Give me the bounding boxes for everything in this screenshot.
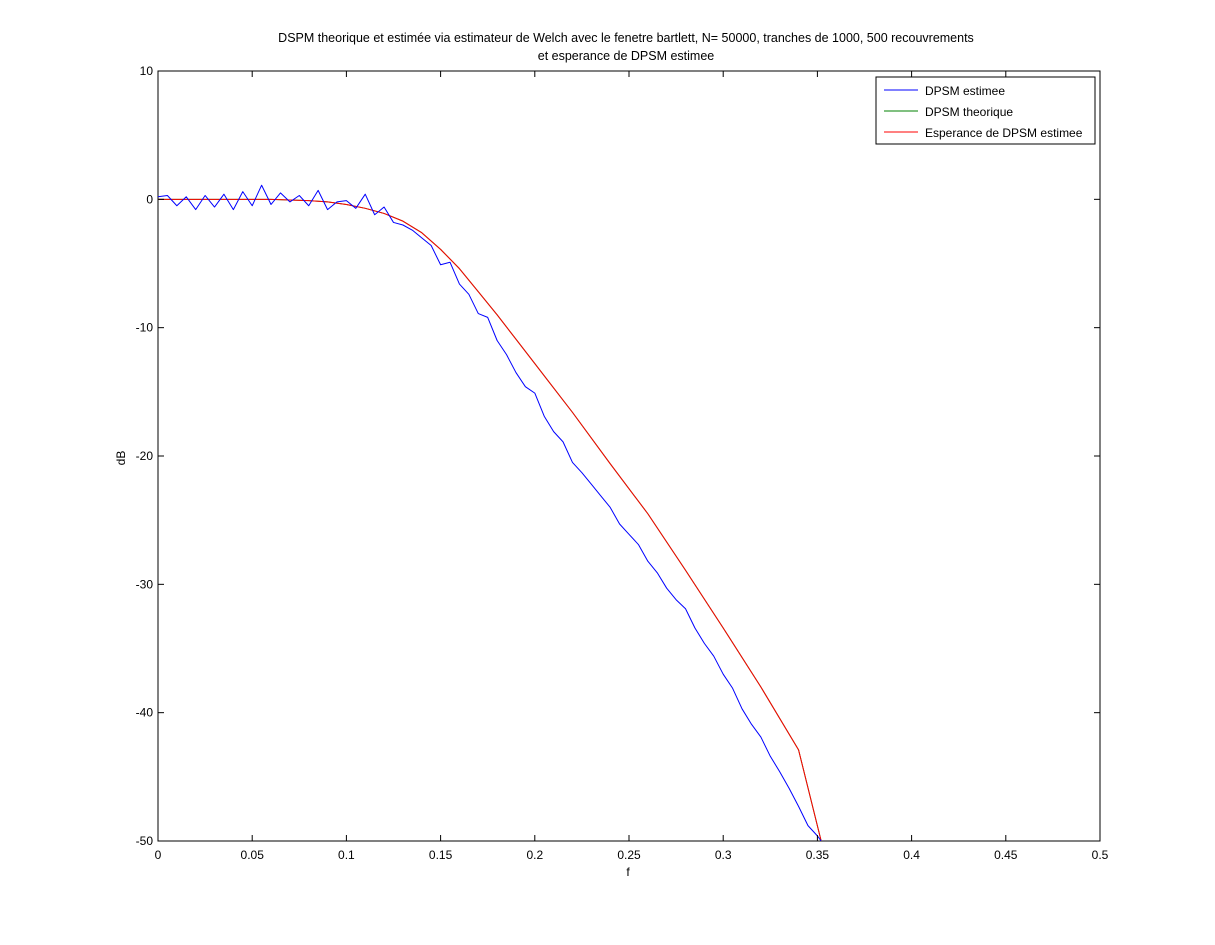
- x-tick-label: 0.2: [526, 848, 543, 862]
- y-axis: 10 0 -10 -20 -30 -40 -50: [136, 64, 1100, 848]
- y-tick-label: -40: [136, 706, 154, 720]
- x-tick-label: 0.15: [429, 848, 453, 862]
- legend-label-esperance: Esperance de DPSM estimee: [925, 126, 1083, 140]
- x-tick-label: 0.05: [241, 848, 265, 862]
- y-tick-label: -50: [136, 834, 154, 848]
- series-layer: [158, 184, 822, 841]
- x-tick-label: 0.1: [338, 848, 355, 862]
- series-line-dpsm-estimee: [158, 184, 822, 841]
- chart-title-line-2: et esperance de DPSM estimee: [538, 49, 715, 63]
- x-tick-label: 0.25: [617, 848, 641, 862]
- y-tick-label: -10: [136, 321, 154, 335]
- x-tick-label: 0.45: [994, 848, 1018, 862]
- x-tick-label: 0: [155, 848, 162, 862]
- series-line-esperance: [158, 198, 822, 841]
- axes-box: [157, 70, 1101, 842]
- x-tick-label: 0.4: [903, 848, 920, 862]
- x-tick-label: 0.5: [1092, 848, 1109, 862]
- chart-title: DSPM theorique et estimée via estimateur…: [278, 31, 974, 63]
- y-tick-label: 0: [146, 192, 153, 206]
- y-tick-label: -20: [136, 449, 154, 463]
- plot-area: [157, 70, 1101, 842]
- x-tick-label: 0.3: [715, 848, 732, 862]
- legend-label-dpsm-estimee: DPSM estimee: [925, 84, 1005, 98]
- x-axis-label: f: [626, 865, 630, 879]
- x-axis: 0 0.05 0.1 0.15 0.2 0.25 0.3 0.35 0.4 0.45 0.5: [155, 71, 1109, 862]
- x-tick-label: 0.35: [806, 848, 830, 862]
- y-axis-label: dB: [114, 451, 128, 466]
- legend: DPSM estimee DPSM theorique Esperance de…: [875, 76, 1096, 145]
- chart-title-line-1: DSPM theorique et estimée via estimateur…: [278, 31, 974, 45]
- legend-label-dpsm-theorique: DPSM theorique: [925, 105, 1013, 119]
- y-tick-label: 10: [140, 64, 154, 78]
- y-tick-label: -30: [136, 577, 154, 591]
